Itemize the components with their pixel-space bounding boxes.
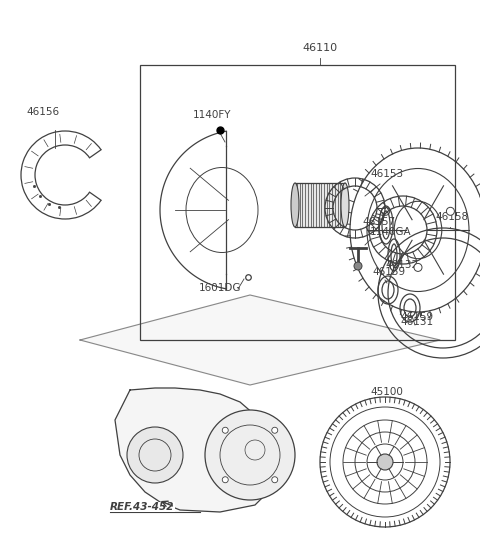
Text: 46157: 46157 [362, 217, 395, 227]
Text: 46110: 46110 [302, 43, 337, 53]
Text: 46158: 46158 [435, 212, 468, 222]
Polygon shape [80, 295, 440, 385]
Text: 46156: 46156 [26, 107, 59, 117]
Ellipse shape [341, 183, 349, 227]
Ellipse shape [291, 183, 299, 227]
Circle shape [222, 476, 228, 483]
Text: 1601DG: 1601DG [199, 283, 241, 293]
Text: 46132: 46132 [385, 260, 418, 270]
Text: REF.43-452: REF.43-452 [110, 502, 175, 512]
Text: 46153: 46153 [370, 169, 403, 179]
Polygon shape [115, 388, 280, 512]
Circle shape [446, 207, 455, 215]
Text: 46159: 46159 [400, 312, 433, 322]
Circle shape [382, 207, 390, 215]
Polygon shape [295, 183, 345, 227]
Bar [140, 65, 455, 340]
Text: 46159: 46159 [372, 267, 405, 277]
Circle shape [272, 427, 278, 433]
Text: 46131: 46131 [400, 317, 433, 327]
Text: 1140GA: 1140GA [370, 227, 412, 237]
Circle shape [354, 262, 362, 270]
Circle shape [320, 397, 450, 527]
Text: 45100: 45100 [370, 387, 403, 397]
Circle shape [272, 476, 278, 483]
Circle shape [414, 264, 422, 271]
Circle shape [205, 410, 295, 500]
Circle shape [127, 427, 183, 483]
Circle shape [222, 427, 228, 433]
Circle shape [377, 454, 393, 470]
Text: 1140FY: 1140FY [193, 110, 231, 120]
